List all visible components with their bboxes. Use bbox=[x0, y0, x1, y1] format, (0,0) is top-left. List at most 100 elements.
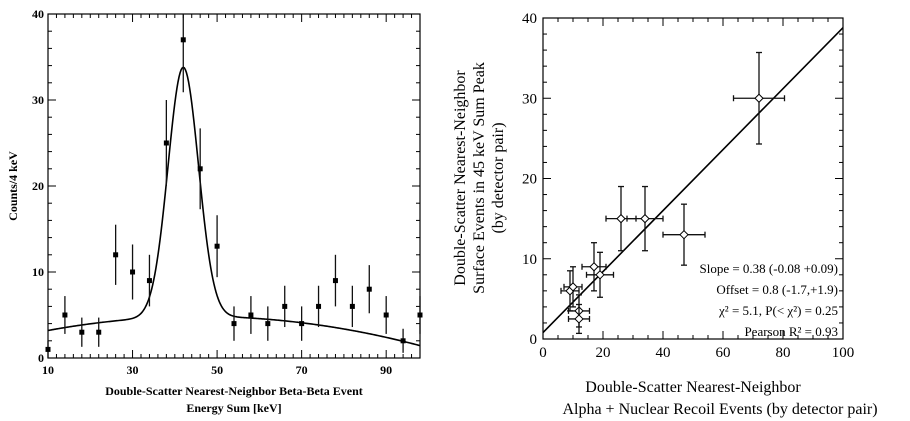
left-data-point bbox=[79, 317, 85, 347]
left-data-point bbox=[400, 328, 406, 353]
left-fit-curve bbox=[47, 66, 421, 347]
left-data-point bbox=[316, 285, 322, 328]
left-point-marker bbox=[79, 329, 85, 335]
left-data-point bbox=[231, 306, 237, 341]
left-x-axis-label-line1: Double-Scatter Nearest-Neighbor Beta-Bet… bbox=[105, 384, 363, 398]
left-point-marker bbox=[299, 321, 305, 327]
left-point-marker bbox=[180, 37, 186, 43]
right-data-point bbox=[732, 51, 786, 145]
right-point-marker bbox=[616, 213, 626, 224]
left-data-point bbox=[265, 306, 271, 341]
left-point-marker bbox=[316, 303, 322, 309]
right-point-marker bbox=[589, 262, 599, 272]
right-ticks bbox=[542, 17, 844, 340]
left-x-tick-label: 10 bbox=[42, 363, 54, 377]
right-x-tick-label: 80 bbox=[776, 345, 791, 361]
left-y-axis-label: Counts/4 keV bbox=[6, 151, 20, 221]
right-x-tick-label: 40 bbox=[656, 345, 671, 361]
right-point-marker bbox=[754, 93, 764, 103]
left-y-tick-label: 40 bbox=[32, 7, 44, 21]
left-x-tick-label: 50 bbox=[211, 363, 223, 377]
right-y-axis-label-line1: Double-Scatter Nearest-Neighbor bbox=[452, 70, 469, 286]
left-data-point bbox=[417, 296, 423, 334]
right-x-tick-label: 60 bbox=[716, 345, 731, 361]
right-x-axis-label-line1: Double-Scatter Nearest-Neighbor bbox=[585, 379, 801, 396]
right-x-tick-label: 0 bbox=[539, 345, 547, 361]
left-data-point bbox=[146, 254, 152, 307]
right-annotations: Slope = 0.38 (-0.08 +0.09) Offset = 0.8 … bbox=[699, 261, 838, 339]
left-data-point bbox=[113, 224, 119, 285]
left-data-point bbox=[130, 244, 136, 300]
right-y-axis-label-line2: Surface Events in 45 keV Sum Peak bbox=[471, 62, 488, 294]
left-point-marker bbox=[248, 312, 254, 318]
right-data-point bbox=[563, 266, 583, 308]
annotation-slope: Slope = 0.38 (-0.08 +0.09) bbox=[699, 261, 838, 276]
right-y-axis-label: Double-Scatter Nearest-Neighbor Surface … bbox=[452, 62, 507, 294]
right-point-marker bbox=[679, 229, 689, 240]
left-x-axis-label-line2: Energy Sum [keV] bbox=[186, 401, 281, 415]
left-x-tick-label: 70 bbox=[296, 363, 308, 377]
right-point-marker bbox=[640, 213, 650, 224]
left-y-tick-label: 0 bbox=[38, 351, 44, 365]
left-point-marker bbox=[113, 252, 119, 258]
left-point-marker bbox=[45, 346, 51, 352]
left-data-point bbox=[282, 285, 288, 328]
right-x-axis-label-line2: Alpha + Nuclear Recoil Events (by detect… bbox=[562, 401, 877, 418]
right-data-point bbox=[626, 185, 664, 252]
left-x-tick-label: 30 bbox=[127, 363, 139, 377]
left-ticks bbox=[47, 13, 420, 359]
left-point-marker bbox=[282, 303, 288, 309]
annotation-chi2: χ² = 5.1, P(< χ²) = 0.25 bbox=[718, 303, 838, 318]
right-fit-line bbox=[542, 27, 844, 334]
left-data-point bbox=[349, 285, 355, 328]
left-data-point bbox=[163, 100, 169, 186]
right-data-point bbox=[567, 303, 591, 335]
right-y-tick-label: 10 bbox=[522, 252, 537, 268]
left-point-marker bbox=[265, 321, 271, 327]
left-data-point bbox=[45, 340, 51, 358]
left-data-point bbox=[214, 215, 220, 278]
right-y-tick-label: 0 bbox=[530, 332, 538, 348]
left-data-point bbox=[383, 296, 389, 334]
left-data-point bbox=[62, 296, 68, 334]
right-point-marker bbox=[595, 270, 605, 280]
right-y-axis-label-line3: (by detector pair) bbox=[490, 122, 507, 233]
right-tick-labels: 0 20 40 60 80 100 0 10 20 30 40 bbox=[522, 11, 854, 361]
left-point-marker bbox=[332, 278, 338, 284]
right-data-point bbox=[585, 251, 615, 298]
left-data-point bbox=[197, 128, 203, 210]
left-y-tick-label: 10 bbox=[32, 265, 44, 279]
left-data-point bbox=[248, 296, 254, 334]
left-data-point bbox=[96, 317, 102, 347]
left-point-marker bbox=[96, 329, 102, 335]
right-x-tick-label: 20 bbox=[596, 345, 611, 361]
right-y-tick-label: 30 bbox=[522, 91, 537, 107]
left-point-marker bbox=[146, 278, 152, 284]
left-data-point bbox=[332, 254, 338, 307]
annotation-offset: Offset = 0.8 (-1.7,+1.9) bbox=[716, 282, 838, 297]
left-point-marker bbox=[130, 269, 136, 275]
left-y-tick-label: 30 bbox=[32, 93, 44, 107]
left-point-marker bbox=[231, 321, 237, 327]
left-data-point bbox=[366, 265, 372, 314]
left-point-marker bbox=[197, 166, 203, 172]
left-point-marker bbox=[417, 312, 423, 318]
left-y-tick-label: 20 bbox=[32, 179, 44, 193]
right-y-tick-label: 20 bbox=[522, 172, 537, 188]
right-y-tick-label: 40 bbox=[522, 11, 537, 27]
left-data-point bbox=[299, 306, 305, 341]
right-x-tick-label: 100 bbox=[832, 345, 855, 361]
right-point-marker bbox=[574, 314, 584, 324]
right-chart: 0 20 40 60 80 100 0 10 20 30 40 Slope = 0.38 (-0.0… bbox=[452, 11, 878, 418]
left-point-marker bbox=[349, 303, 355, 309]
left-x-tick-label: 90 bbox=[380, 363, 392, 377]
right-data-point bbox=[662, 203, 706, 266]
left-data-point bbox=[180, 14, 186, 93]
left-data-points bbox=[45, 14, 423, 358]
left-point-marker bbox=[163, 140, 169, 146]
left-point-marker bbox=[400, 338, 406, 344]
left-point-marker bbox=[214, 243, 220, 249]
right-data-point bbox=[581, 242, 607, 292]
annotation-pearson: Pearson R² = 0.93 bbox=[744, 324, 838, 339]
